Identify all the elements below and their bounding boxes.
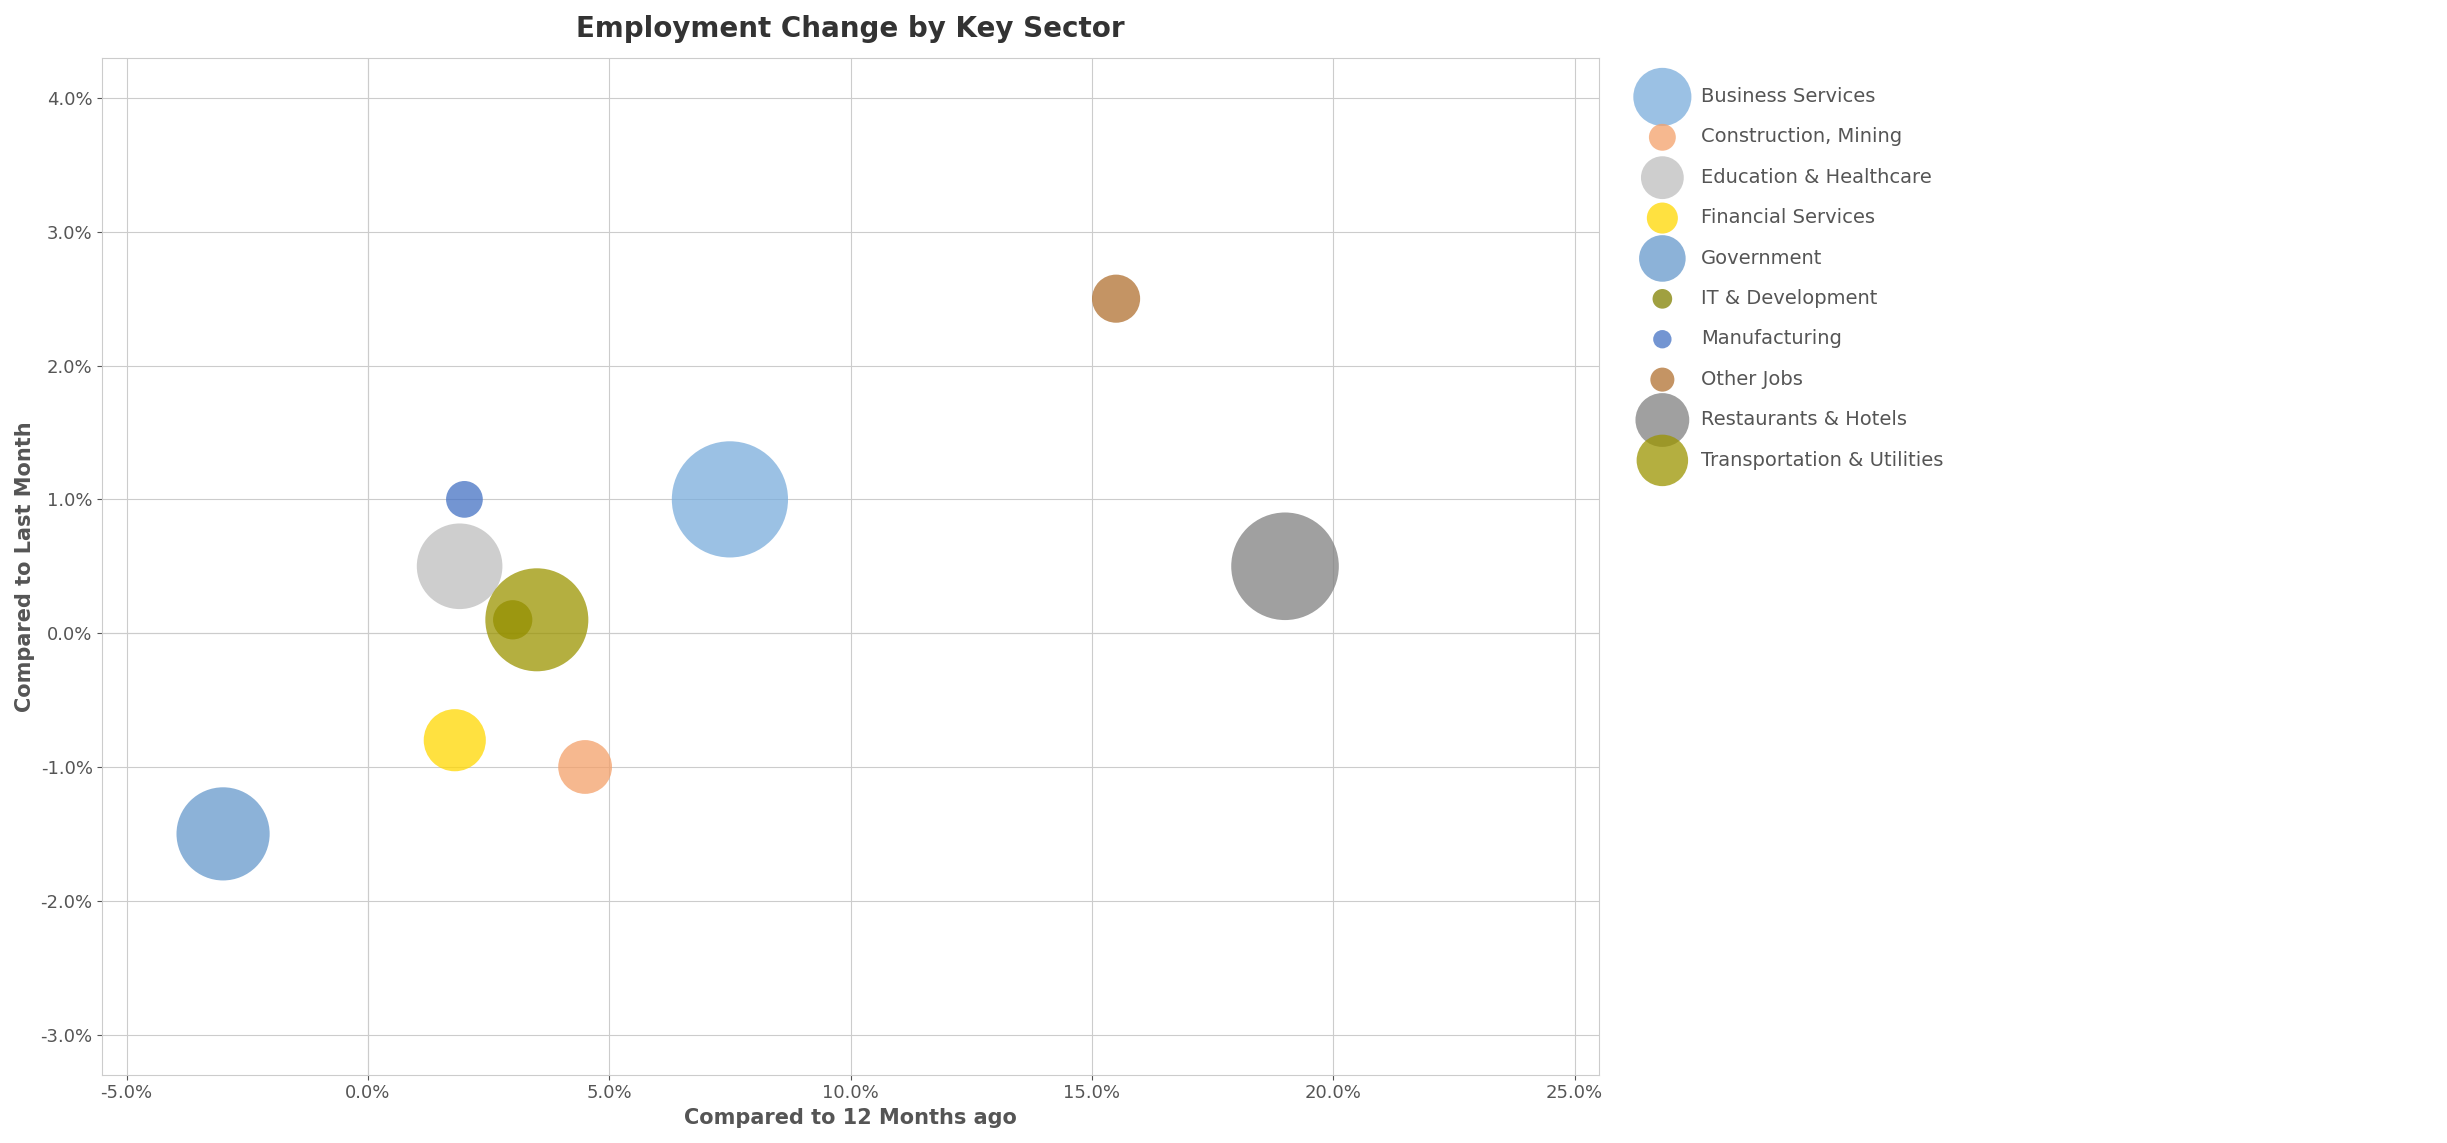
- Education & Healthcare: [440, 557, 480, 575]
- Manufacturing: [445, 490, 485, 509]
- Business Services: [710, 490, 749, 509]
- X-axis label: Compared to 12 Months ago: Compared to 12 Months ago: [685, 1108, 1018, 1128]
- Transportation & Utilities: [516, 610, 555, 629]
- Other Jobs: [1096, 289, 1135, 307]
- Title: Employment Change by Key Sector: Employment Change by Key Sector: [577, 15, 1126, 43]
- Construction, Mining: [565, 758, 604, 776]
- Legend: Business Services, Construction, Mining, Education & Healthcare, Financial Servi: Business Services, Construction, Mining,…: [1622, 67, 1962, 489]
- Government: [203, 825, 242, 844]
- IT & Development: [494, 610, 533, 629]
- Restaurants & Hotels: [1265, 557, 1304, 575]
- Financial Services: [436, 732, 475, 750]
- Y-axis label: Compared to Last Month: Compared to Last Month: [15, 421, 34, 712]
